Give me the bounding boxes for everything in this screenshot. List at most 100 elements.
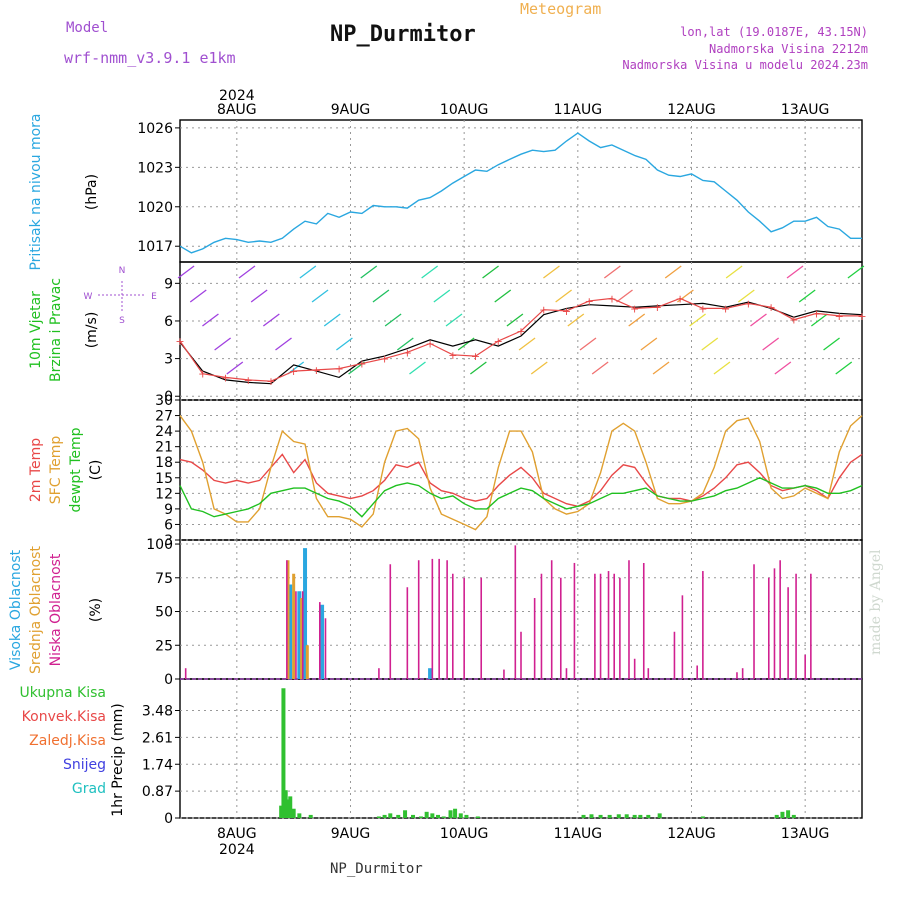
wind-barb bbox=[518, 337, 536, 351]
wind-barb bbox=[494, 289, 512, 303]
precip-bar bbox=[396, 814, 401, 818]
wind-gust-marker: + bbox=[425, 338, 434, 351]
wind-barb bbox=[798, 289, 816, 303]
wind-barb bbox=[567, 313, 585, 327]
precip-bar bbox=[607, 814, 612, 818]
wind-barb bbox=[433, 289, 451, 303]
watermark: made by Angel bbox=[868, 549, 884, 656]
wind-gust-marker: + bbox=[607, 292, 616, 305]
wind-barb bbox=[202, 313, 219, 327]
top-day-label: 10AUG bbox=[440, 102, 489, 118]
wind-barb bbox=[762, 337, 780, 351]
precip-bar bbox=[430, 813, 435, 818]
precip-bar bbox=[424, 811, 429, 818]
precip-bar bbox=[281, 688, 286, 818]
wind-barb bbox=[530, 361, 548, 375]
wind-barb bbox=[847, 265, 865, 279]
precip-bar bbox=[598, 814, 603, 818]
wind-gust-line bbox=[179, 297, 862, 382]
bottom-day-label: 12AUG bbox=[667, 826, 716, 842]
wind-barb bbox=[713, 361, 731, 375]
top-day-label: 9AUG bbox=[331, 102, 371, 118]
y-tick-label: 0 bbox=[164, 811, 173, 827]
y-tick-label: 9 bbox=[164, 502, 173, 518]
wind-barb bbox=[189, 289, 207, 303]
precip-legend-2: Zaledj.Kisa bbox=[29, 733, 106, 749]
bottom-day-label: 13AUG bbox=[781, 826, 830, 842]
wind-gust-marker: + bbox=[789, 314, 798, 327]
compass-east: E bbox=[151, 292, 157, 302]
precip-bar bbox=[448, 810, 453, 818]
temperature-series-line-0 bbox=[179, 453, 863, 508]
cloud-unit-label: (%) bbox=[88, 598, 104, 622]
wind-barb bbox=[372, 289, 390, 303]
top-year-label: 2024 bbox=[219, 88, 255, 104]
precip-bar bbox=[458, 813, 463, 818]
wind-barb bbox=[616, 289, 633, 303]
wind-axis-label-line2: Brzina i Pravac bbox=[48, 278, 64, 382]
wind-gust-marker: + bbox=[175, 335, 184, 348]
bottom-day-label: 8AUG bbox=[217, 826, 257, 842]
wind-barb bbox=[689, 313, 706, 327]
precip-bar bbox=[700, 816, 705, 818]
top-day-label: 11AUG bbox=[554, 102, 603, 118]
station-title: NP_Durmitor bbox=[330, 22, 476, 47]
precip-bar bbox=[283, 790, 288, 818]
precip-bar bbox=[376, 816, 381, 818]
precip-bar bbox=[453, 808, 458, 818]
wind-gust-marker: + bbox=[585, 295, 594, 308]
panel-frame-wind bbox=[179, 261, 863, 401]
precip-legend-1: Konvek.Kisa bbox=[22, 709, 106, 725]
wind-gust-marker: + bbox=[857, 310, 866, 323]
wind-gust-marker: + bbox=[448, 349, 457, 362]
panel-frame-precip bbox=[179, 678, 863, 819]
wind-gust-marker: + bbox=[562, 305, 571, 318]
precip-bar bbox=[288, 796, 293, 818]
wind-gust-marker: + bbox=[835, 310, 844, 323]
wind-gust-marker: + bbox=[744, 297, 753, 310]
wind-barb bbox=[737, 289, 755, 303]
wind-gust-marker: + bbox=[721, 302, 730, 315]
y-tick-label: 50 bbox=[155, 605, 173, 621]
y-tick-label: 1026 bbox=[137, 121, 173, 137]
y-tick-label: 1.74 bbox=[142, 757, 173, 773]
wind-barb bbox=[555, 289, 573, 303]
wind-gust-marker: + bbox=[312, 364, 321, 377]
temperature-series-line-1 bbox=[179, 415, 863, 531]
panel-frame-temperature bbox=[179, 399, 863, 541]
precip-legend-4: Grad bbox=[72, 781, 106, 797]
wind-barb bbox=[652, 361, 670, 375]
wind-barb bbox=[360, 265, 378, 279]
y-tick-label: 27 bbox=[155, 409, 173, 425]
wind-barb bbox=[701, 337, 719, 351]
y-tick-label: 30 bbox=[155, 393, 173, 409]
wind-unit-label: (m/s) bbox=[84, 312, 100, 349]
wind-barb bbox=[750, 313, 767, 327]
y-tick-label: 21 bbox=[155, 440, 173, 456]
wind-barb bbox=[579, 337, 597, 351]
wind-barb bbox=[421, 265, 439, 279]
y-tick-label: 6 bbox=[164, 517, 173, 533]
precip-bar bbox=[616, 814, 621, 818]
wind-barb bbox=[384, 313, 402, 327]
wind-barb bbox=[445, 313, 463, 327]
precip-bar bbox=[388, 813, 393, 818]
wind-gust-marker: + bbox=[539, 304, 548, 317]
wind-barb bbox=[664, 265, 682, 279]
wind-barb bbox=[177, 265, 195, 279]
wind-gust-marker: + bbox=[335, 363, 344, 376]
top-day-label: 13AUG bbox=[781, 102, 830, 118]
wind-gust-marker: + bbox=[266, 375, 275, 388]
wind-axis-label-line1: 10m Vjetar bbox=[28, 291, 44, 369]
panel-frame-clouds bbox=[179, 539, 863, 680]
wind-gust-marker: + bbox=[653, 301, 662, 314]
wind-gust-marker: + bbox=[244, 374, 253, 387]
precip-bar bbox=[581, 814, 586, 818]
precip-bar bbox=[291, 808, 296, 818]
low-cloud-axis-label: Niska Oblacnost bbox=[48, 553, 64, 666]
wind-barb bbox=[336, 337, 353, 351]
y-tick-label: 15 bbox=[155, 471, 173, 487]
compass-north: N bbox=[119, 266, 126, 276]
altitude-text: Nadmorska Visina 2212m bbox=[709, 42, 868, 56]
y-tick-label: 0.87 bbox=[142, 784, 173, 800]
